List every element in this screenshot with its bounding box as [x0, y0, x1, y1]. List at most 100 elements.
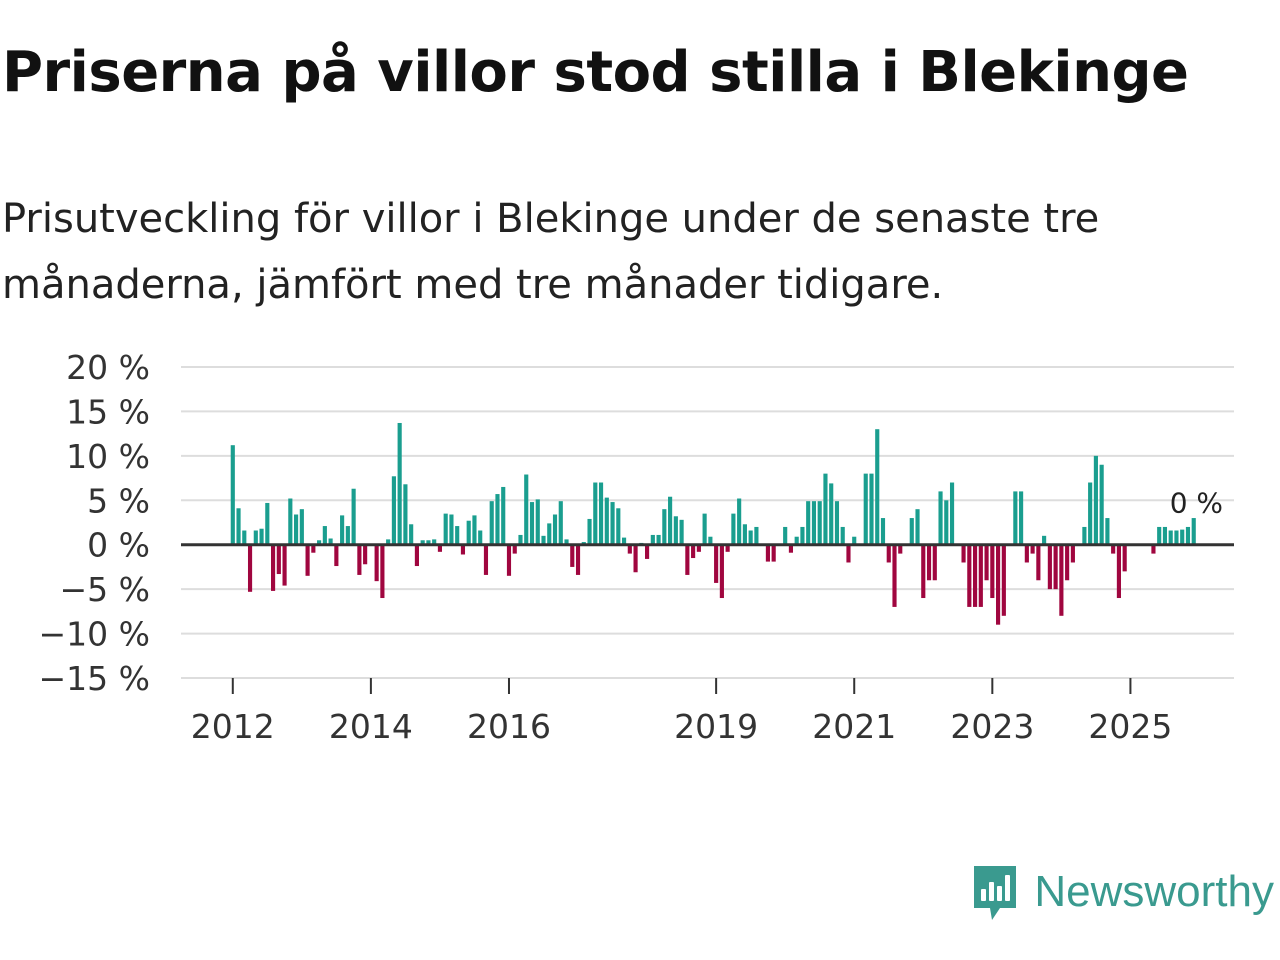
bar	[598, 482, 604, 545]
bar	[420, 540, 425, 545]
bar	[535, 499, 540, 545]
bar	[926, 544, 932, 581]
bar	[363, 544, 368, 565]
bar	[725, 544, 730, 552]
bar	[949, 482, 955, 545]
bar	[351, 488, 356, 545]
bar	[869, 473, 874, 545]
bar	[328, 538, 333, 545]
bar	[817, 501, 822, 545]
bars	[230, 422, 1196, 625]
bar	[656, 534, 661, 545]
bar	[443, 513, 448, 545]
bar	[696, 544, 701, 552]
bar	[460, 544, 466, 555]
bar	[719, 544, 724, 599]
bar	[299, 509, 304, 545]
bar	[898, 544, 903, 554]
bar	[806, 501, 811, 545]
chart-title: Priserna på villor stod stilla i Bleking…	[2, 40, 1189, 105]
bar-chart-speech-bubble-icon	[974, 866, 1017, 920]
bar	[380, 544, 385, 599]
bar	[771, 544, 776, 562]
bar	[1036, 544, 1041, 581]
bar	[944, 500, 949, 545]
bar	[846, 544, 851, 563]
bar	[708, 536, 713, 545]
last-value-label: 0 %	[1170, 486, 1223, 519]
bar	[1116, 544, 1121, 599]
bar	[230, 445, 235, 545]
bar	[961, 544, 966, 563]
bar	[386, 539, 391, 545]
bar	[737, 498, 742, 545]
bar	[495, 494, 500, 545]
bar	[466, 520, 471, 545]
bar	[645, 544, 650, 559]
bar	[294, 514, 299, 545]
bar	[564, 539, 569, 545]
bar	[1162, 526, 1168, 545]
bar-chart: 20 % 15 % 10 % 5 % 0 % −5 % −10 % −15 % 2012 2014…	[39, 348, 1234, 746]
bar	[886, 544, 891, 563]
bar	[754, 526, 759, 545]
bar	[892, 544, 897, 607]
bar	[1047, 544, 1052, 590]
grid-lines	[181, 366, 1234, 679]
bar	[311, 544, 316, 553]
bar	[978, 544, 983, 607]
x-tick-label: 2023	[950, 707, 1034, 746]
bar	[259, 528, 264, 545]
bar	[1174, 530, 1179, 545]
bar	[1185, 526, 1191, 545]
bar	[455, 526, 460, 545]
bar	[305, 544, 310, 576]
newsworthy-logo: Newsworthy	[970, 862, 1274, 922]
x-tick-label: 2025	[1088, 707, 1172, 746]
bar	[650, 534, 655, 545]
bar	[558, 501, 563, 545]
bar	[524, 474, 529, 545]
bar	[783, 526, 788, 545]
x-tick-label: 2021	[812, 707, 896, 746]
bar	[1013, 491, 1018, 545]
bar	[1024, 544, 1029, 563]
bar	[1151, 544, 1156, 554]
bar	[742, 524, 747, 545]
bar	[253, 530, 258, 545]
bar	[662, 509, 667, 545]
bar	[840, 526, 845, 545]
bar	[489, 501, 494, 545]
bar	[1099, 464, 1104, 545]
bar	[1105, 518, 1110, 545]
y-tick-label: 20 %	[66, 348, 150, 387]
bar	[587, 518, 592, 545]
bar	[409, 524, 414, 545]
bar	[242, 530, 247, 545]
bar	[276, 544, 281, 575]
bar	[1042, 535, 1047, 545]
bar	[668, 496, 673, 545]
y-tick-label: −5 %	[60, 570, 151, 609]
bar	[673, 516, 678, 545]
bar	[990, 544, 995, 599]
bar	[863, 473, 868, 545]
y-tick-label: 5 %	[87, 481, 150, 520]
bar	[765, 544, 770, 562]
bar	[570, 544, 575, 567]
bar	[938, 491, 943, 545]
x-tick-label: 2016	[467, 707, 551, 746]
x-tick-label: 2012	[191, 707, 275, 746]
y-tick-label: 0 %	[87, 526, 150, 565]
bar	[501, 486, 506, 545]
bar	[340, 515, 345, 545]
bar	[529, 502, 535, 545]
bar	[627, 544, 632, 554]
bar	[633, 544, 638, 573]
bar	[334, 544, 339, 567]
bar	[702, 513, 707, 545]
bar	[357, 544, 362, 575]
bar	[478, 530, 483, 545]
bar	[322, 526, 327, 545]
bar	[1065, 544, 1070, 581]
